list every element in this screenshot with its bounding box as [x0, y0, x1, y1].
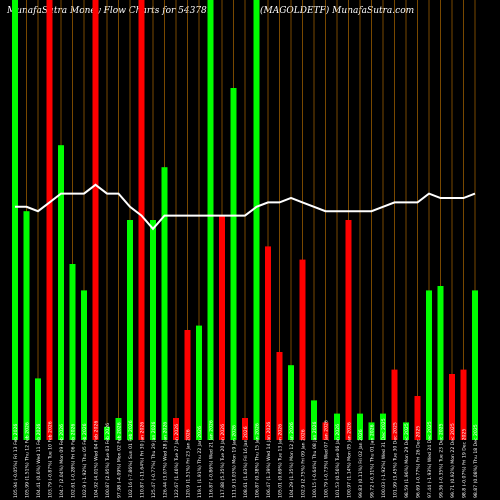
bar — [138, 0, 145, 440]
bar — [115, 418, 122, 440]
x-tick-label: 126.44 (3.07%) Wed 28 Jan 2026 — [163, 422, 169, 498]
bar — [322, 422, 329, 440]
bar — [265, 246, 271, 440]
x-tick-label: 102.9 (-1.92%) Thu 05 Feb 2026 — [82, 423, 88, 498]
x-tick-label: 99.36 (-0.35%) Tue 23 Dec 2025 — [439, 423, 445, 498]
bars — [12, 0, 478, 440]
bar — [46, 0, 53, 440]
bar — [196, 325, 202, 440]
x-tick-label: 116.87 (-0.86%) Wed 21 Jan 2026 — [209, 420, 215, 498]
bar — [276, 352, 283, 440]
bar — [311, 400, 317, 440]
bar — [449, 374, 455, 440]
bar — [403, 422, 409, 440]
bar — [219, 215, 225, 440]
x-tick-label: 96.69 (-0.77%) Fri 26 Dec 2025 — [416, 426, 422, 498]
x-tick-label: 120.9 (1.51%) Fri 23 Jan 2026 — [186, 429, 192, 498]
bar — [253, 0, 260, 440]
x-tick-label: 101.99 (3.45%) Tue 30 Dec 2025 — [393, 422, 399, 498]
x-tick-label: 111.9 (3.03%) Mon 19 Jan 2026 — [232, 425, 238, 498]
x-tick-label: 104.29 (1.35%) Mon 12 Jan 2026 — [289, 422, 295, 498]
x-tick-label: 105.01 (0.69%) Tue 13 Jan 2026 — [278, 424, 284, 498]
x-tick-label: 100.15 (-0.64%) Thu 08 Jan 2026 — [312, 421, 318, 498]
bar — [368, 422, 375, 440]
x-tick-label: 105.99 (1.51%) Thu 12 Feb 2026 — [25, 422, 31, 498]
x-tick-label: 99.72 (-0.31%) Thu 01 Jan 2026 — [370, 424, 376, 498]
x-tick-label: 99.83 (0.11%) Fri 02 Jan 2026 — [358, 429, 364, 498]
x-tick-label: 101.53 (0.56%) Tue 06 Jan 2026 — [335, 424, 341, 498]
bar — [414, 396, 421, 440]
x-tick-label: 105.94 (-0.05%) Fri 13 Feb 2026 — [13, 424, 19, 498]
x-tick-labels: 105.94 (-0.05%) Fri 13 Feb 2026 105.99 (1… — [13, 418, 479, 498]
bar — [35, 378, 41, 440]
bar — [12, 0, 18, 440]
bar — [380, 413, 386, 440]
bar — [207, 0, 214, 440]
x-tick-label: 100.97 (1.14%) Mon 05 Jan 2026 — [347, 422, 353, 498]
x-tick-label: 106.47 (1.39%) Wed 14 Jan 2026 — [266, 422, 272, 498]
x-tick-label: 98.87 (0.08%) Thu 18 Dec 2025 — [473, 424, 479, 498]
x-tick-label: 110.87 (-11.64%) Fri 30 Jan 2026 — [140, 422, 146, 498]
bar — [460, 369, 467, 440]
bar — [150, 220, 156, 440]
bar — [230, 88, 237, 440]
bar — [81, 290, 87, 440]
bar — [334, 413, 340, 440]
chart-title: MunafaSutra Money Flow Charts for 543781 — [7, 6, 213, 16]
x-tick-label: 97.44 (-1.93%) Wed 24 Dec 2025 — [427, 421, 433, 498]
bar — [426, 290, 432, 440]
x-tick-label: 100.79 (-0.73%) Wed 07 Jan 2026 — [324, 420, 330, 498]
x-tick-label: 103.79 (-0.87%) Tue 10 Feb 2026 — [48, 421, 54, 498]
bar — [357, 413, 363, 440]
x-tick-label: 104.92 (4.01%) Wed 04 Feb 2026 — [94, 421, 100, 498]
x-tick-label: 100.87 (2.95%) Tue 03 Feb 2026 — [105, 423, 111, 498]
bar — [242, 418, 248, 440]
bar — [299, 259, 306, 440]
x-tick-label: 125.47 (-0.77%) Thu 29 Jan 2026 — [151, 421, 157, 498]
x-tick-label: 102.61 (-0.28%) Fri 06 Feb 2026 — [71, 424, 77, 498]
x-tick-label: 97.98 (-4.09%) Mon 02 Feb 2026 — [117, 422, 123, 498]
x-tick-label: 99.71 (0.92%) Mon 22 Dec 2025 — [450, 423, 456, 498]
bar — [92, 0, 99, 440]
bar — [472, 290, 478, 440]
bar — [391, 369, 398, 440]
x-tick-label: 119.1 (1.91%) Thu 22 Jan 2026 — [197, 426, 203, 498]
bar — [288, 365, 294, 440]
bar — [58, 145, 64, 440]
x-tick-label: 104.41 (0.6%) Wed 11 Feb 2026 — [36, 424, 42, 498]
bar — [104, 426, 110, 440]
x-tick-label: 108.61 (1.63%) Fri 16 Jan 2026 — [243, 426, 249, 498]
x-tick-label: 117.88 (5.35%) Tue 20 Jan 2026 — [220, 424, 226, 498]
x-tick-label: 98.8 (-0.07%) Fri 19 Dec 2025 — [462, 429, 468, 498]
bar — [173, 418, 179, 440]
x-tick-label: 102.9 (2.75%) Fri 09 Jan 2026 — [301, 429, 307, 498]
bar — [184, 330, 191, 440]
bar — [161, 167, 168, 440]
x-tick-label: 102.16 (-7.86%) Sun 01 Feb 2026 — [128, 420, 134, 498]
x-tick-label: 106.87 (0.38%) Thu 15 Jan 2026 — [255, 423, 261, 498]
x-tick-label: 104.7 (2.04%) Mon 09 Feb 2026 — [59, 424, 65, 498]
bar — [69, 264, 76, 440]
bar — [345, 220, 352, 440]
x-tick-label: 98.59 (1.96%) Mon 29 Dec 2025 — [404, 423, 410, 498]
bar — [127, 220, 133, 440]
bar — [437, 286, 444, 440]
price-line — [15, 183, 476, 231]
x-tick-label: 100.03 (-1.92%) Wed 31 Dec 2025 — [381, 418, 387, 498]
price-line-layer — [15, 183, 476, 231]
x-tick-label: 122.67 (1.46%) Tue 27 Jan 2026 — [174, 424, 180, 498]
bar — [23, 211, 30, 440]
